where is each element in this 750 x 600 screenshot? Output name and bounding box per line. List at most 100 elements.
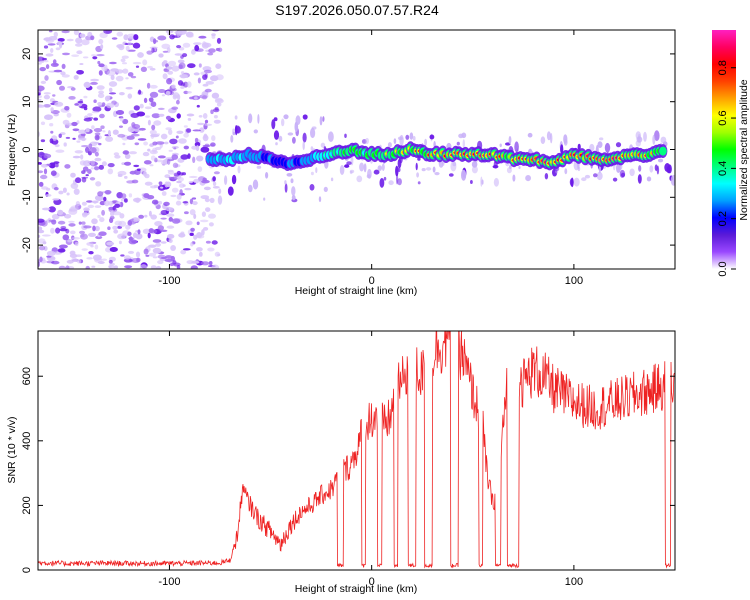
noise-blob	[204, 143, 210, 147]
noise-blob	[178, 138, 187, 144]
scatter-blob	[399, 134, 404, 146]
noise-blob	[88, 143, 93, 149]
noise-blob	[66, 192, 70, 196]
colorbar-ticks: 0.0 0.2 0.4 0.6 0.8	[717, 60, 736, 277]
noise-blob	[104, 200, 110, 207]
noise-blob	[73, 188, 80, 195]
noise-blob	[64, 214, 72, 219]
noise-blob	[151, 199, 159, 205]
noise-blob	[143, 248, 149, 255]
scatter-blob	[604, 142, 611, 153]
noise-blob	[71, 237, 81, 240]
noise-blob	[81, 170, 86, 175]
noise-blob	[87, 31, 93, 38]
noise-blob	[135, 233, 143, 240]
noise-blob	[69, 207, 78, 212]
scatter-blob	[405, 134, 410, 140]
noise-blob	[176, 130, 184, 134]
scatter-blob	[275, 142, 278, 146]
scatter-blob	[310, 171, 314, 176]
noise-blob	[143, 160, 152, 165]
noise-blob	[38, 218, 45, 223]
noise-blob	[160, 241, 167, 244]
noise-blob	[120, 254, 125, 257]
noise-blob	[117, 170, 127, 176]
scatter-blob	[291, 194, 296, 201]
noise-blob	[193, 72, 200, 76]
noise-blob	[98, 142, 102, 146]
noise-blob	[202, 83, 209, 87]
noise-blob	[65, 265, 70, 269]
noise-blob	[38, 226, 43, 231]
noise-blob	[132, 42, 141, 49]
noise-blob	[98, 90, 104, 95]
noise-blob	[77, 137, 87, 141]
noise-blob	[164, 174, 171, 179]
noise-blob	[107, 163, 115, 168]
noise-blob	[128, 239, 138, 245]
noise-blob	[73, 75, 79, 80]
noise-blob	[65, 136, 71, 139]
noise-blob	[208, 213, 216, 219]
noise-blob	[93, 141, 100, 144]
noise-blob	[198, 115, 203, 118]
scatter-blob	[638, 165, 642, 172]
noise-blob	[97, 60, 101, 65]
noise-blob	[181, 53, 188, 58]
noise-blob	[58, 190, 64, 195]
scatter-blob	[424, 138, 427, 146]
scatter-blob	[527, 132, 533, 138]
figure-title: S197.2026.050.07.57.R24	[275, 2, 439, 18]
scatter-blob	[363, 163, 367, 173]
scatter-blob	[393, 138, 397, 145]
noise-blob	[38, 234, 41, 238]
noise-blob	[68, 223, 76, 227]
noise-blob	[104, 190, 112, 195]
scatter-blob	[318, 196, 322, 203]
noise-blob	[97, 261, 105, 264]
scatter-blob	[514, 141, 519, 153]
noise-blob	[127, 231, 132, 236]
noise-blob	[214, 251, 221, 257]
noise-blob	[168, 149, 173, 152]
scatter-blob	[237, 165, 241, 174]
noise-blob	[91, 200, 99, 204]
noise-blob	[107, 226, 111, 230]
noise-blob	[207, 52, 214, 56]
scatter-blob	[248, 184, 253, 193]
scatter-blob	[273, 117, 278, 122]
noise-blob	[70, 172, 76, 178]
scatter-blob	[359, 162, 365, 172]
noise-blob	[56, 79, 62, 86]
noise-blob	[94, 152, 99, 157]
noise-blob	[48, 206, 56, 213]
noise-blob	[176, 30, 181, 38]
noise-blob	[176, 45, 182, 49]
noise-blob	[38, 98, 42, 101]
noise-blob	[164, 258, 173, 262]
noise-blob	[204, 119, 209, 124]
noise-blob	[210, 142, 216, 147]
noise-blob	[151, 124, 156, 131]
noise-blob	[203, 227, 209, 231]
noise-blob	[161, 43, 171, 49]
noise-blob	[216, 102, 222, 107]
noise-blob	[124, 161, 132, 166]
noise-blob	[193, 178, 200, 184]
noise-blob	[142, 151, 150, 157]
noise-blob	[202, 134, 209, 142]
noise-blob	[49, 123, 54, 127]
noise-blob	[130, 75, 137, 79]
noise-blob	[122, 150, 130, 155]
noise-blob	[158, 200, 163, 205]
scatter-blob	[635, 140, 641, 147]
noise-blob	[190, 227, 195, 232]
noise-blob	[215, 47, 221, 52]
noise-blob	[184, 187, 192, 191]
noise-blob	[69, 253, 78, 258]
noise-blob	[183, 125, 188, 128]
spectrogram-xtick-label: -100	[158, 275, 180, 287]
scatter-blob	[356, 175, 363, 183]
noise-blob	[91, 265, 96, 268]
noise-blob	[158, 181, 163, 185]
